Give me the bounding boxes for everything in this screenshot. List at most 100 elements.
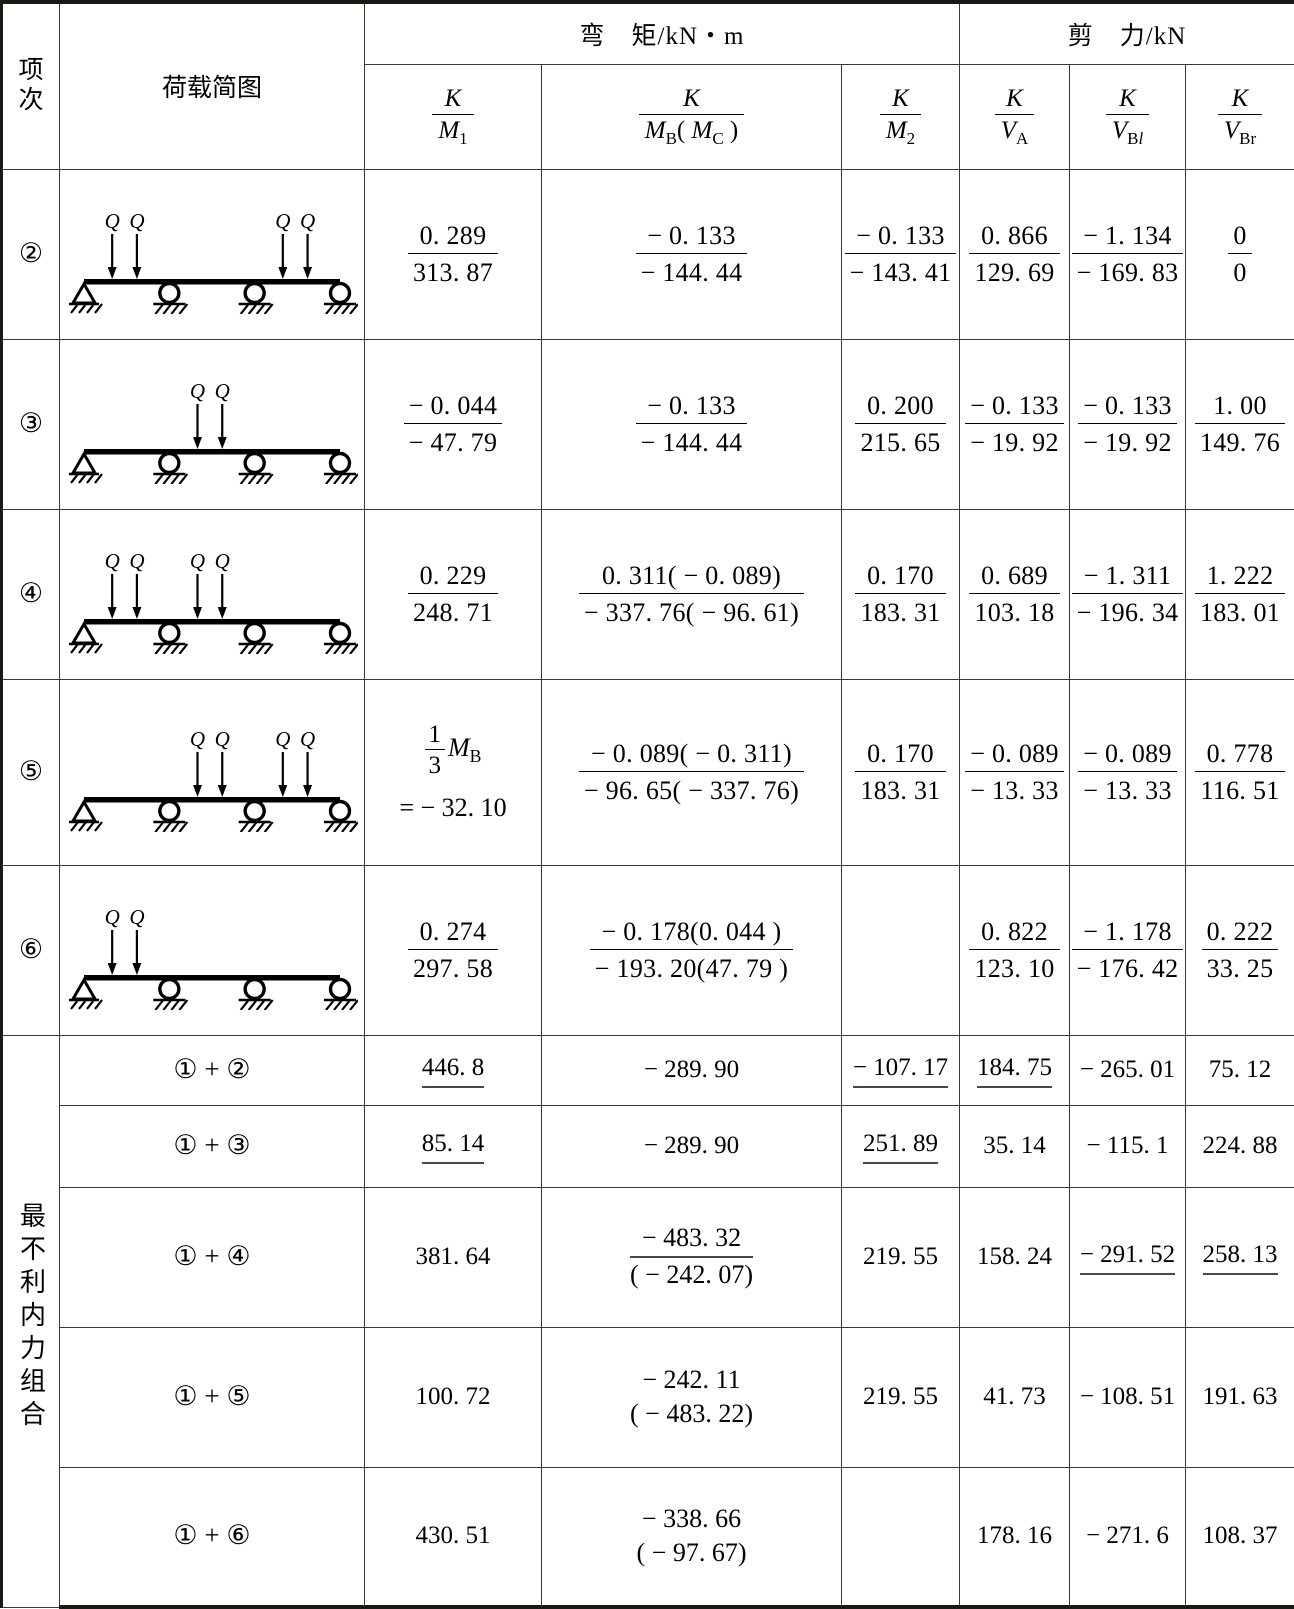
vbl-value: − 265. 01 xyxy=(1080,1056,1175,1083)
m1-cell: 85. 14 xyxy=(365,1105,542,1187)
item-number: ③ xyxy=(19,408,43,438)
value-fraction: − 0. 089( − 0. 311)− 96. 65( − 337. 76) xyxy=(579,738,804,806)
mb-cell: − 0. 133− 144. 44 xyxy=(542,169,842,339)
vbl-value: − 271. 6 xyxy=(1086,1522,1169,1549)
header-item-label-line1: 项 xyxy=(18,57,43,84)
va-cell: − 0. 133− 19. 92 xyxy=(960,339,1070,509)
value-fraction: − 0. 044− 47. 79 xyxy=(404,390,503,458)
force-value: 0 xyxy=(1228,254,1251,288)
combination-label-cell: ① + ③ xyxy=(60,1105,365,1187)
va-value: 35. 14 xyxy=(983,1132,1046,1159)
side-label-cell: 最不利内力组合 xyxy=(2,1035,60,1607)
vbr-value: 191. 63 xyxy=(1203,1383,1278,1410)
header-load-diagram: 荷载简图 xyxy=(60,2,365,169)
force-value: − 143. 41 xyxy=(845,254,957,288)
force-value: − 193. 20(47. 79 ) xyxy=(590,950,793,984)
mb-primary-value: − 338. 66 xyxy=(637,1502,747,1536)
mb-primary-value-critical: − 483. 32 xyxy=(630,1222,753,1258)
mb-cell: − 289. 90 xyxy=(542,1035,842,1105)
value-fraction: − 0. 089− 13. 33 xyxy=(1078,738,1177,806)
mb-cell: − 0. 178(0. 044 )− 193. 20(47. 79 ) xyxy=(542,865,842,1035)
coefficient-value: − 0. 178(0. 044 ) xyxy=(590,916,793,950)
mb-value: − 289. 90 xyxy=(644,1056,739,1083)
coefficient-value: − 1. 311 xyxy=(1072,560,1184,594)
combination-label: ① + ③ xyxy=(173,1130,250,1160)
force-value: 116. 51 xyxy=(1195,772,1284,806)
force-value: 149. 76 xyxy=(1195,424,1285,458)
m1-cell: 100. 72 xyxy=(365,1327,542,1467)
force-value: − 13. 33 xyxy=(965,772,1064,806)
coefficient-value: 0. 866 xyxy=(969,220,1059,254)
header-m2-fraction-denominator: M2 xyxy=(880,115,921,148)
coefficient-value: − 0. 133 xyxy=(845,220,957,254)
coefficient-value: − 0. 133 xyxy=(636,220,748,254)
mb-cell: − 289. 90 xyxy=(542,1105,842,1187)
va-value: 41. 73 xyxy=(983,1383,1046,1410)
header-group-shear: 剪 力/kN xyxy=(960,2,1294,64)
coefficient-value: 0. 311( − 0. 089) xyxy=(579,560,804,594)
svg-text:Q: Q xyxy=(275,209,290,233)
mb-alternate: ( − 242. 07) xyxy=(630,1258,753,1292)
va-cell: 178. 16 xyxy=(960,1467,1070,1607)
header-m1-fraction-denominator: M1 xyxy=(432,115,473,148)
vbr-cell: 108. 37 xyxy=(1186,1467,1294,1607)
vbr-value: 108. 37 xyxy=(1203,1522,1278,1549)
mb-alternate: ( − 483. 22) xyxy=(630,1397,753,1431)
vbl-cell: − 0. 133− 19. 92 xyxy=(1070,339,1186,509)
force-value: − 96. 65( − 337. 76) xyxy=(579,772,804,806)
force-value: − 13. 33 xyxy=(1078,772,1177,806)
combination-label: ① + ⑥ xyxy=(173,1520,250,1550)
vbl-cell: − 271. 6 xyxy=(1070,1467,1186,1607)
header-load-diagram-label: 荷载简图 xyxy=(162,75,262,102)
header-item-label-line2: 次 xyxy=(18,87,43,114)
m2-cell: 219. 55 xyxy=(842,1327,960,1467)
va-cell: 35. 14 xyxy=(960,1105,1070,1187)
value-fraction: − 0. 133− 19. 92 xyxy=(965,390,1064,458)
svg-text:Q: Q xyxy=(105,905,120,929)
m2-cell: − 0. 133− 143. 41 xyxy=(842,169,960,339)
vbl-cell: − 115. 1 xyxy=(1070,1105,1186,1187)
m2-cell: − 107. 17 xyxy=(842,1035,960,1105)
svg-text:Q: Q xyxy=(129,549,144,573)
m1-value-critical: 446. 8 xyxy=(422,1053,485,1088)
coefficient-value: − 0. 089( − 0. 311) xyxy=(579,738,804,772)
mb-alternate: ( − 97. 67) xyxy=(637,1536,747,1570)
vbr-cell: 75. 12 xyxy=(1186,1035,1294,1105)
m1-value: 381. 64 xyxy=(416,1243,491,1270)
item-number-cell: ③ xyxy=(2,339,60,509)
va-value: 158. 24 xyxy=(977,1243,1052,1270)
header-mb-numerator: K xyxy=(639,85,745,115)
m2-value: 219. 55 xyxy=(863,1243,938,1270)
vbr-cell: 224. 88 xyxy=(1186,1105,1294,1187)
coefficient-value: 0. 689 xyxy=(969,560,1059,594)
vbl-value: − 108. 51 xyxy=(1080,1383,1175,1410)
force-value: − 144. 44 xyxy=(636,254,748,288)
header-group-moment-label: 弯 矩/kN・m xyxy=(580,23,745,50)
value-fraction: − 0. 133− 144. 44 xyxy=(636,220,748,288)
